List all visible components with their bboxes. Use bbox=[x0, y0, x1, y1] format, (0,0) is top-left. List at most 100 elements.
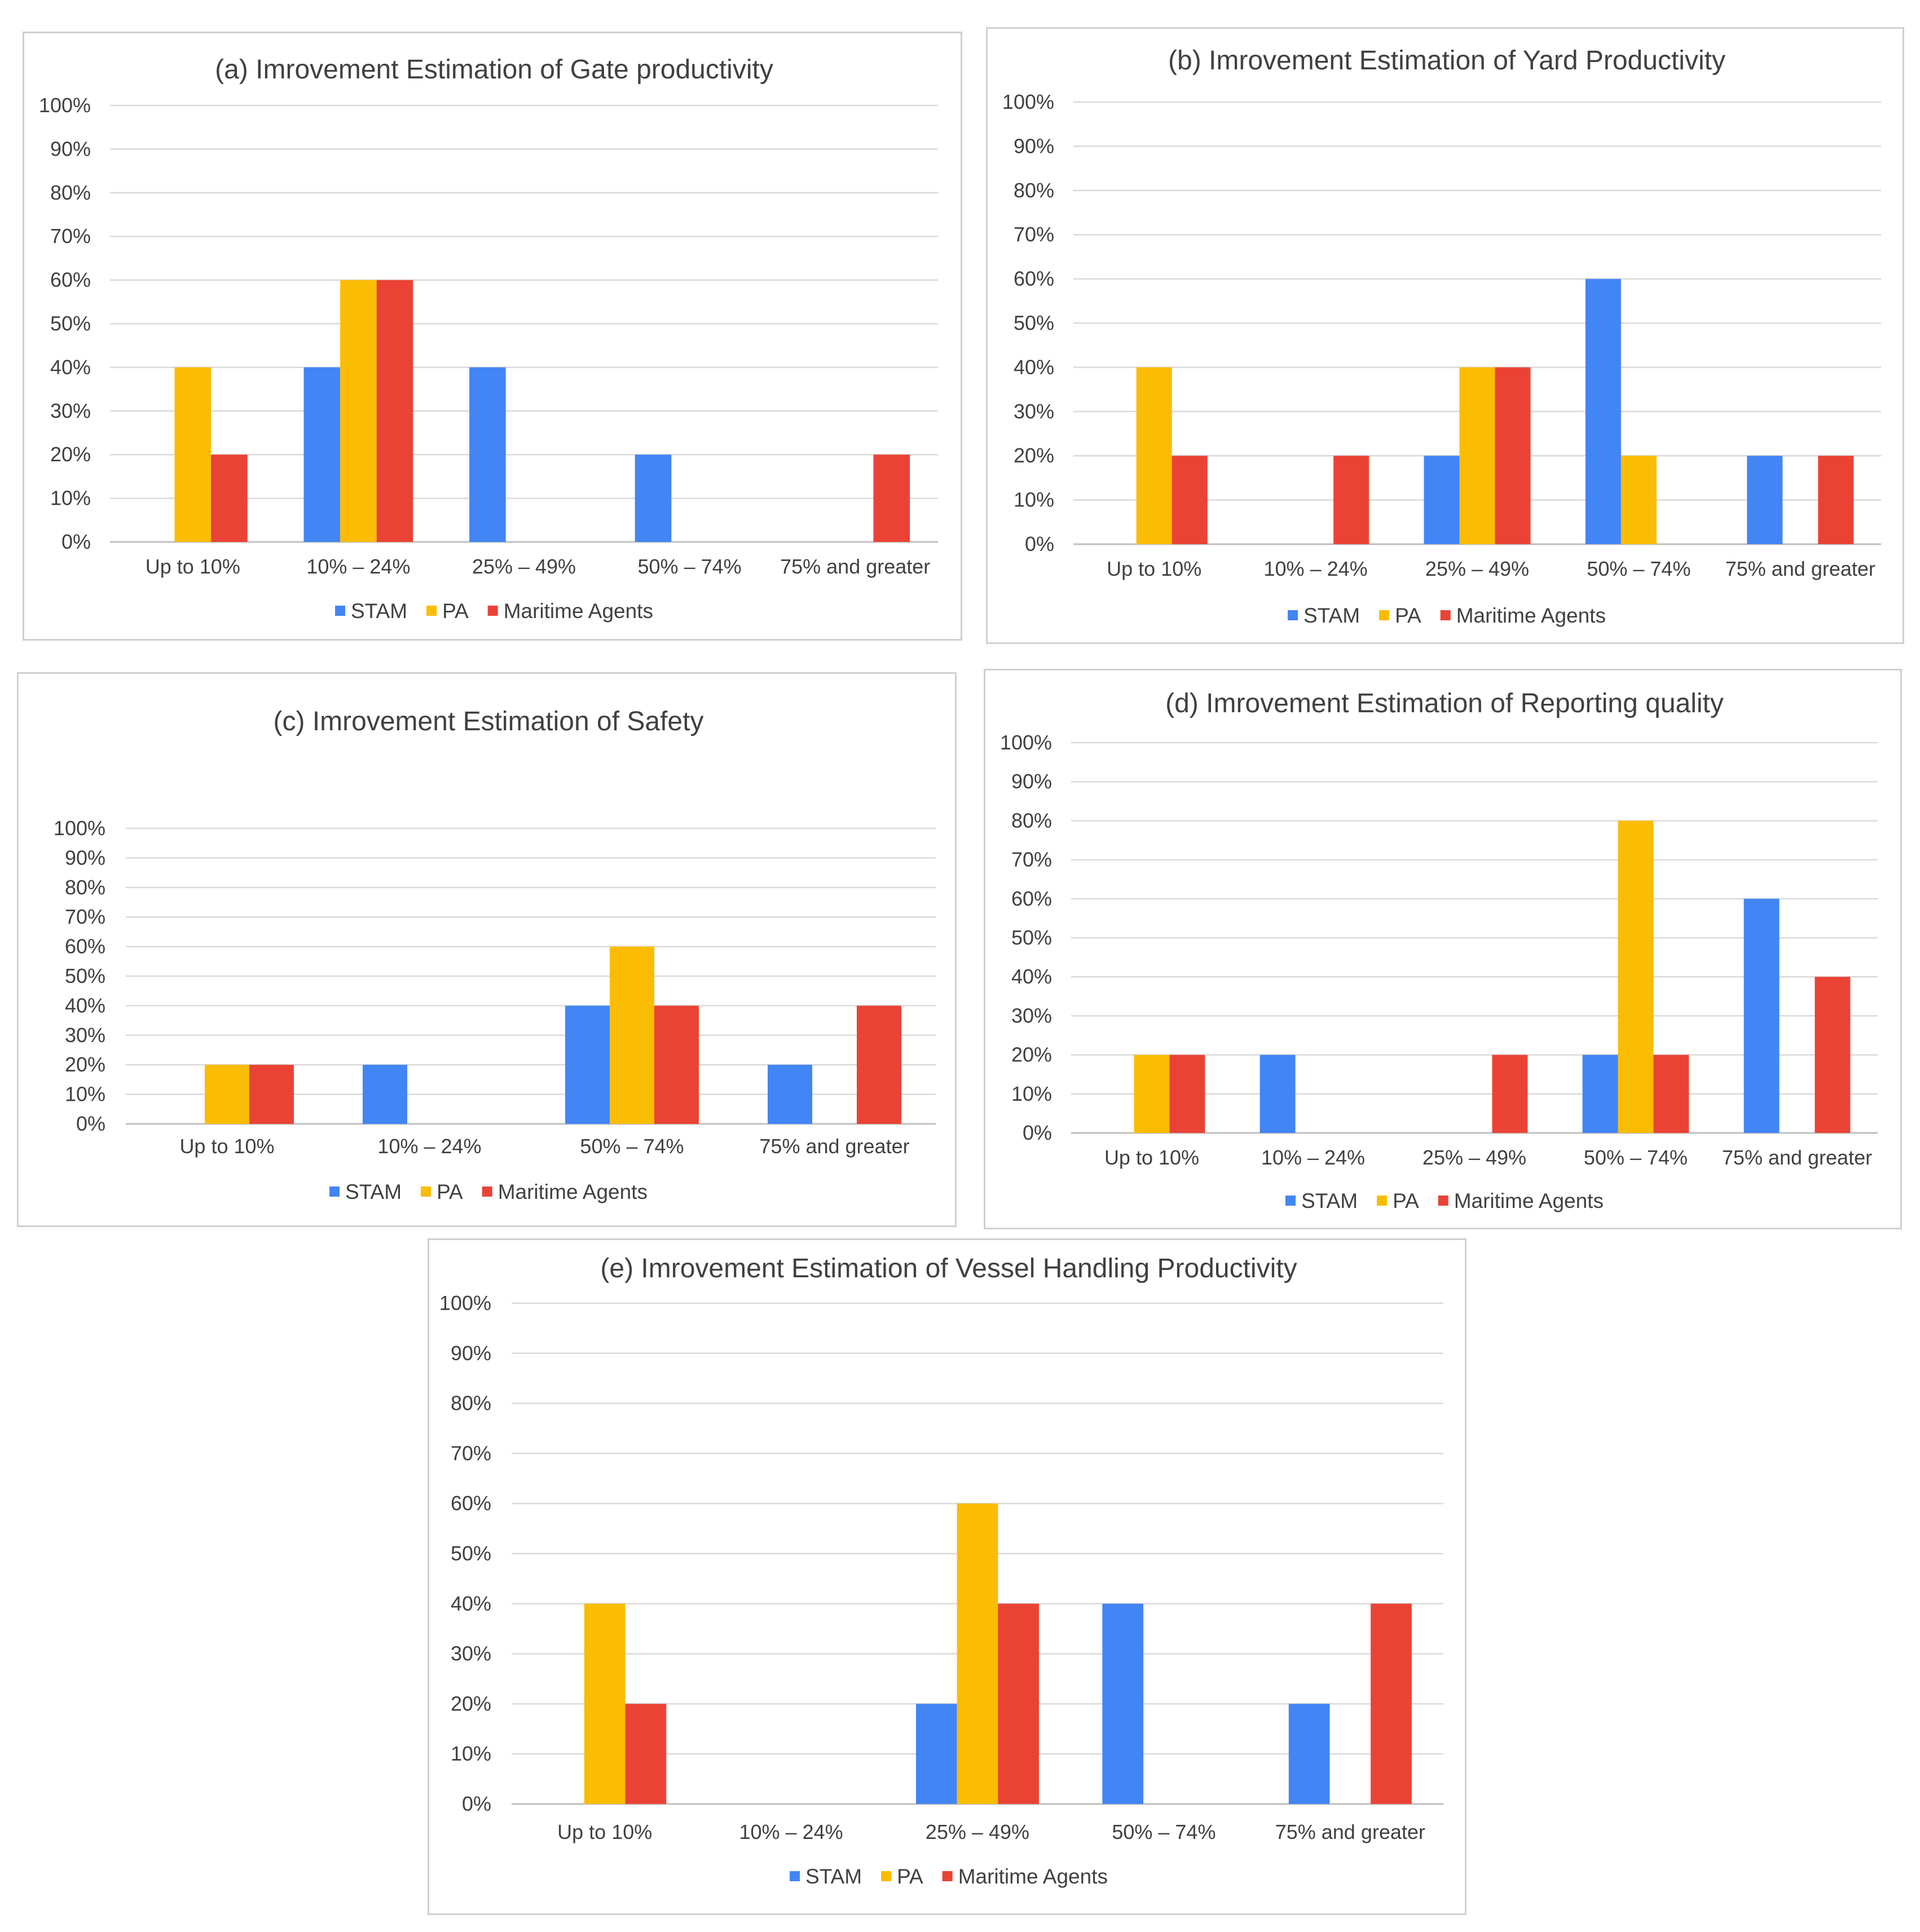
y-tick-label: 10% bbox=[65, 1083, 105, 1106]
x-category-label: Up to 10% bbox=[1104, 1146, 1199, 1169]
legend-label-maritime-agents: Maritime Agents bbox=[498, 1180, 648, 1203]
y-tick-label: 40% bbox=[50, 355, 91, 378]
legend-swatch-maritime-agents bbox=[487, 606, 498, 616]
y-tick-label: 50% bbox=[1011, 926, 1052, 949]
y-tick-label: 30% bbox=[1014, 400, 1054, 423]
legend-swatch-stam bbox=[335, 606, 346, 616]
legend: STAM PA Maritime Agents bbox=[329, 1180, 648, 1203]
y-tick-label: 20% bbox=[50, 443, 91, 466]
y-tick-label: 30% bbox=[65, 1024, 105, 1047]
bar-stam-75-and-greater bbox=[768, 1065, 813, 1124]
chart-title: (e) Imrovement Estimation of Vessel Hand… bbox=[600, 1254, 1297, 1283]
y-tick-label: 70% bbox=[1014, 223, 1054, 246]
legend-label-pa: PA bbox=[442, 599, 469, 623]
bar-maritime-agents-10-24 bbox=[1333, 456, 1369, 544]
legend-label-maritime-agents: Maritime Agents bbox=[1454, 1189, 1604, 1212]
y-tick-label: 30% bbox=[451, 1642, 491, 1665]
y-tick-label: 90% bbox=[451, 1342, 491, 1365]
bar-pa-up-to-10 bbox=[584, 1603, 626, 1804]
legend-label-stam: STAM bbox=[1304, 604, 1360, 627]
legend-swatch-pa bbox=[1377, 1196, 1388, 1206]
legend-swatch-pa bbox=[421, 1186, 431, 1197]
y-tick-label: 20% bbox=[1011, 1043, 1052, 1066]
y-tick-label: 60% bbox=[65, 935, 105, 958]
y-tick-label: 30% bbox=[50, 399, 91, 422]
chart-title: (a) Imrovement Estimation of Gate produc… bbox=[215, 55, 773, 85]
y-tick-label: 0% bbox=[61, 530, 91, 553]
bar-maritime-agents-50-74 bbox=[654, 1005, 699, 1124]
y-tick-label: 50% bbox=[451, 1542, 491, 1565]
legend-label-stam: STAM bbox=[805, 1865, 862, 1888]
legend-label-pa: PA bbox=[437, 1180, 463, 1203]
bar-maritime-agents-10-24 bbox=[376, 280, 413, 542]
legend-swatch-stam bbox=[329, 1186, 340, 1197]
legend-swatch-pa bbox=[1379, 610, 1390, 620]
y-tick-label: 80% bbox=[1011, 809, 1052, 832]
y-tick-label: 10% bbox=[50, 487, 91, 510]
bar-maritime-agents-25-49 bbox=[1495, 367, 1531, 544]
chart-d: (d) Imrovement Estimation of Reporting q… bbox=[1000, 689, 1878, 1212]
bar-pa-25-49 bbox=[957, 1503, 998, 1804]
bar-pa-10-24 bbox=[340, 280, 377, 542]
chart-panel-e: (e) Imrovement Estimation of Vessel Hand… bbox=[428, 1238, 1467, 1915]
bar-maritime-agents-75-and-greater bbox=[873, 455, 910, 542]
legend-swatch-stam bbox=[1285, 1196, 1296, 1206]
y-tick-label: 20% bbox=[1014, 444, 1054, 467]
chart-b: (b) Imrovement Estimation of Yard Produc… bbox=[1002, 46, 1881, 627]
chart-title: (b) Imrovement Estimation of Yard Produc… bbox=[1168, 46, 1725, 76]
legend-swatch-stam bbox=[790, 1871, 800, 1881]
y-tick-label: 0% bbox=[1025, 532, 1054, 555]
x-category-label: 75% and greater bbox=[780, 555, 930, 578]
x-category-label: 75% and greater bbox=[1275, 1820, 1425, 1843]
chart-panel-c: (c) Imrovement Estimation of Safety 0% 10%… bbox=[17, 672, 957, 1227]
x-category-label: 25% – 49% bbox=[926, 1820, 1029, 1843]
bar-maritime-agents-up-to-10 bbox=[249, 1065, 294, 1124]
y-tick-label: 50% bbox=[50, 312, 91, 335]
y-tick-label: 60% bbox=[1011, 887, 1052, 910]
x-category-label: 50% – 74% bbox=[580, 1135, 684, 1158]
y-tick-label: 40% bbox=[1011, 965, 1052, 988]
chart-a: (a) Imrovement Estimation of Gate produc… bbox=[39, 55, 938, 623]
legend: STAM PA Maritime Agents bbox=[1288, 604, 1606, 627]
bar-maritime-agents-50-74 bbox=[1653, 1055, 1689, 1133]
x-category-label: 10% – 24% bbox=[739, 1820, 843, 1843]
legend-label-pa: PA bbox=[897, 1865, 923, 1888]
bar-stam-50-74 bbox=[565, 1005, 610, 1124]
x-category-label: 75% and greater bbox=[1722, 1146, 1872, 1169]
bar-pa-up-to-10 bbox=[205, 1065, 249, 1124]
y-tick-label: 40% bbox=[65, 994, 105, 1017]
bar-maritime-agents-25-49 bbox=[1492, 1055, 1528, 1133]
x-category-label: 25% – 49% bbox=[1425, 557, 1529, 580]
legend-swatch-stam bbox=[1288, 610, 1298, 620]
x-category-label: 75% and greater bbox=[759, 1135, 909, 1158]
legend: STAM PA Maritime Agents bbox=[335, 599, 653, 623]
legend-swatch-maritime-agents bbox=[1440, 610, 1451, 620]
x-category-label: 50% – 74% bbox=[638, 555, 742, 578]
legend-label-maritime-agents: Maritime Agents bbox=[958, 1865, 1108, 1888]
legend-swatch-maritime-agents bbox=[942, 1871, 953, 1881]
legend-label-stam: STAM bbox=[351, 599, 407, 623]
y-tick-label: 80% bbox=[1014, 179, 1054, 202]
legend-label-stam: STAM bbox=[1301, 1189, 1358, 1212]
y-tick-label: 100% bbox=[1000, 731, 1052, 754]
bar-stam-10-24 bbox=[1260, 1055, 1296, 1133]
legend-swatch-maritime-agents bbox=[1438, 1196, 1448, 1206]
bar-pa-up-to-10 bbox=[1136, 367, 1172, 544]
bar-stam-10-24 bbox=[363, 1065, 408, 1124]
x-category-label: 10% – 24% bbox=[377, 1135, 481, 1158]
x-category-label: Up to 10% bbox=[179, 1135, 274, 1158]
y-tick-label: 90% bbox=[50, 137, 91, 160]
y-tick-label: 10% bbox=[451, 1742, 491, 1765]
bar-pa-up-to-10 bbox=[1134, 1055, 1170, 1133]
y-tick-label: 50% bbox=[1014, 311, 1054, 334]
chart-panel-b: (b) Imrovement Estimation of Yard Produc… bbox=[986, 27, 1904, 644]
bar-maritime-agents-up-to-10 bbox=[211, 455, 248, 542]
legend-label-pa: PA bbox=[1393, 1189, 1419, 1212]
legend-label-pa: PA bbox=[1395, 604, 1421, 627]
bar-maritime-agents-75-and-greater bbox=[856, 1005, 901, 1124]
legend: STAM PA Maritime Agents bbox=[790, 1865, 1108, 1888]
bar-stam-75-and-greater bbox=[1747, 456, 1783, 544]
y-tick-label: 90% bbox=[1014, 134, 1054, 157]
y-tick-label: 70% bbox=[65, 905, 105, 928]
bar-stam-25-49 bbox=[469, 367, 506, 542]
